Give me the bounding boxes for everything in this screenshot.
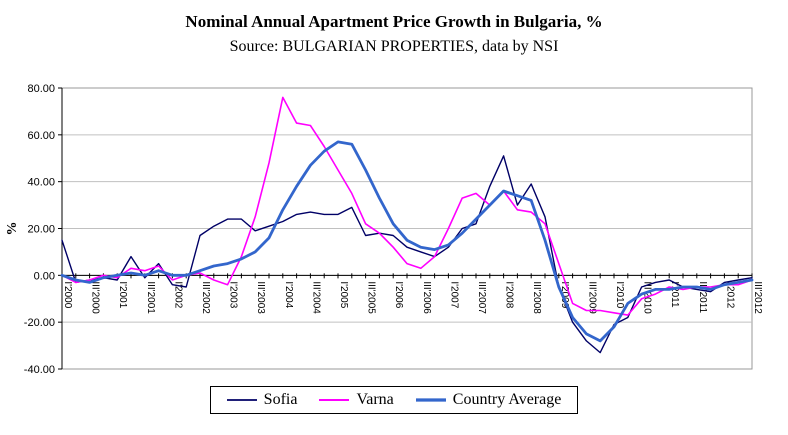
y-tick-label: 60.00: [27, 130, 55, 142]
x-tick-label: III'2012: [752, 281, 763, 314]
x-tick-label: I'2001: [117, 281, 128, 308]
x-tick-label: I'2008: [504, 281, 515, 308]
y-tick-label: -40.00: [24, 364, 55, 376]
x-tick-label: I'2005: [338, 281, 349, 308]
x-tick-label: III'2003: [255, 281, 266, 314]
legend-label: Varna: [356, 391, 394, 408]
y-tick-label: 0.00: [34, 270, 55, 282]
price-growth-line-chart: 80.00 60.00 40.00 20.00 0.00 -20.00 -40.00 I'20…: [5, 83, 763, 376]
y-tick-label: -20.00: [24, 317, 55, 329]
legend-line-sample: [226, 399, 257, 401]
x-tick-label: III'2009: [586, 281, 597, 314]
chart-subtitle: Source: BULGARIAN PROPERTIES, data by NS…: [229, 38, 559, 55]
legend-item-country-average: Country Average: [415, 391, 562, 409]
chart-legend: Sofia Varna Country Average: [209, 386, 579, 414]
x-tick-label: III'2005: [366, 281, 377, 314]
x-tick-label: I'2002: [172, 281, 183, 308]
series-line-sofia: [61, 155, 753, 354]
x-tick-label: III'2004: [310, 281, 321, 314]
legend-label: Country Average: [452, 391, 562, 408]
x-tick-label: I'2012: [724, 281, 735, 308]
x-tick-label: I'2009: [559, 281, 570, 308]
legend-item-sofia: Sofia: [226, 391, 298, 409]
series-line-country-average: [60, 140, 754, 343]
x-tick-label: I'2011: [669, 281, 680, 308]
x-tick-label: I'2000: [62, 281, 73, 308]
x-tick-label: III'2006: [421, 281, 432, 314]
y-tick-label: 80.00: [27, 83, 55, 95]
x-tick-label: I'2006: [393, 281, 404, 308]
x-tick-label: I'2007: [448, 281, 459, 308]
y-tick-label: 20.00: [27, 224, 55, 236]
series-line-varna: [61, 96, 753, 316]
x-tick-label: III'2000: [90, 281, 101, 314]
chart-title: Nominal Annual Apartment Price Growth in…: [185, 12, 603, 31]
x-tick-label: I'2004: [283, 281, 294, 308]
x-tick-label: III'2010: [642, 281, 653, 314]
y-tick-label: 40.00: [27, 177, 55, 189]
x-tick-label: I'2010: [614, 281, 625, 308]
x-tick-label: III'2008: [531, 281, 542, 314]
y-axis-title: %: [5, 222, 20, 236]
legend-line-sample: [319, 399, 350, 401]
x-tick-label: I'2003: [228, 281, 239, 308]
legend-wrap: Sofia Varna Country Average: [0, 386, 788, 414]
x-tick-label: III'2007: [476, 281, 487, 314]
x-tick-label: III'2001: [145, 281, 156, 314]
legend-item-varna: Varna: [319, 391, 394, 409]
x-tick-label: III'2002: [200, 281, 211, 314]
legend-line-sample: [415, 398, 446, 402]
x-tick-label: III'2011: [697, 281, 708, 313]
legend-label: Sofia: [263, 391, 298, 408]
